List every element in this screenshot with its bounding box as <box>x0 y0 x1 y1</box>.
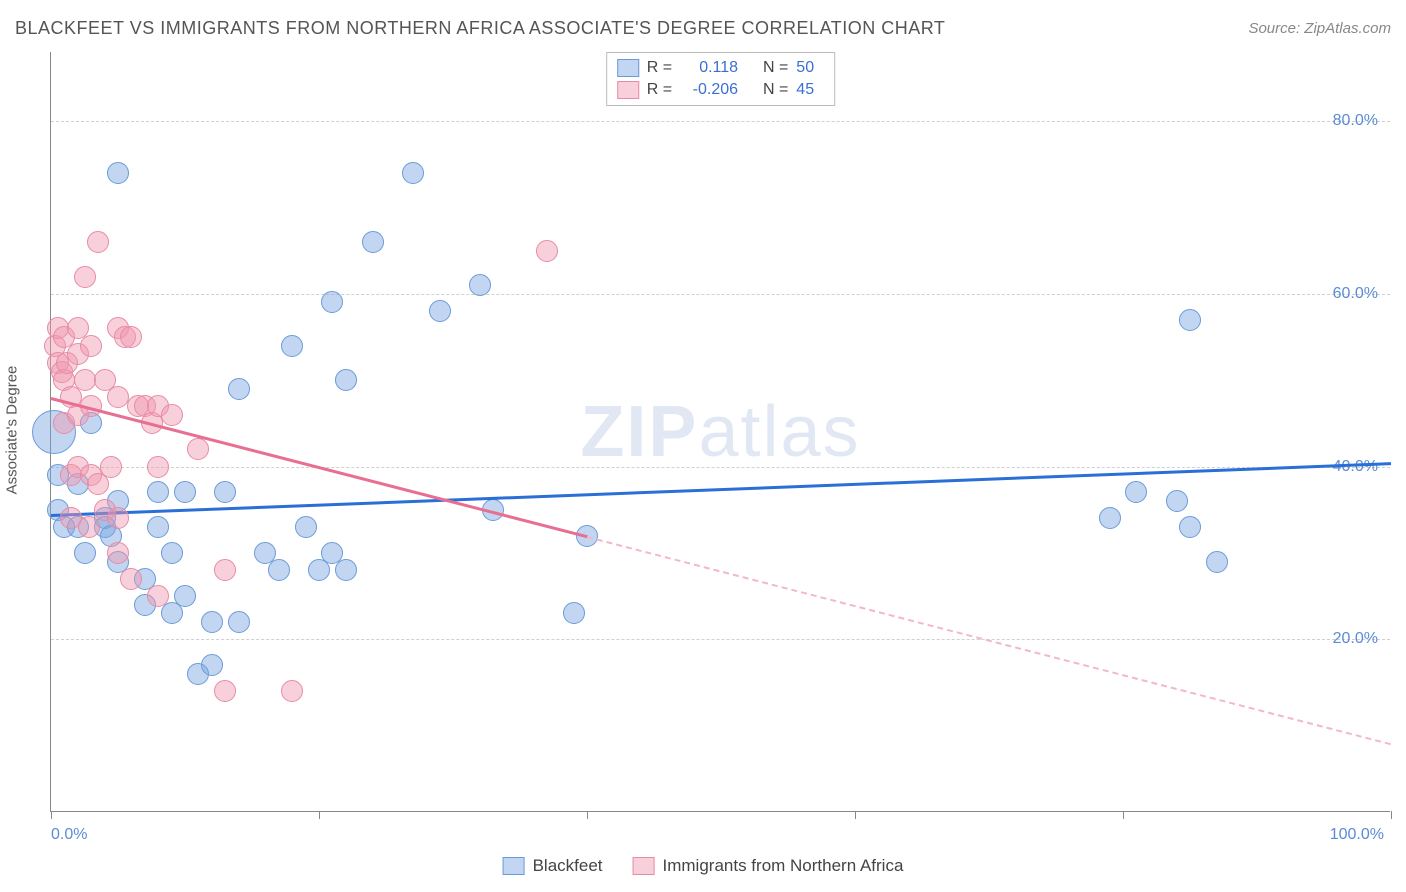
x-tick <box>855 811 856 819</box>
data-point <box>1179 309 1201 331</box>
watermark-bold: ZIP <box>580 392 698 472</box>
data-point <box>147 585 169 607</box>
data-point <box>214 481 236 503</box>
r-value: 0.118 <box>680 59 738 77</box>
legend-swatch <box>503 857 525 875</box>
data-point <box>563 602 585 624</box>
x-tick-label: 100.0% <box>1330 826 1384 844</box>
stats-legend-row: R = 0.118 N = 50 <box>617 57 825 79</box>
x-tick-label: 0.0% <box>51 826 87 844</box>
x-tick <box>51 811 52 819</box>
data-point <box>187 438 209 460</box>
grid-line <box>51 639 1390 640</box>
data-point <box>281 335 303 357</box>
header: BLACKFEET VS IMMIGRANTS FROM NORTHERN AF… <box>15 18 1391 39</box>
trend-line <box>51 462 1391 517</box>
y-tick-label: 60.0% <box>1333 285 1378 303</box>
legend-label: Blackfeet <box>533 856 603 876</box>
r-label: R = <box>647 81 672 99</box>
y-tick-label: 20.0% <box>1333 630 1378 648</box>
data-point <box>429 300 451 322</box>
data-point <box>161 404 183 426</box>
legend-swatch <box>617 81 639 99</box>
legend-item: Immigrants from Northern Africa <box>633 856 904 876</box>
legend-swatch <box>633 857 655 875</box>
r-value: -0.206 <box>680 81 738 99</box>
data-point <box>1206 551 1228 573</box>
data-point <box>107 542 129 564</box>
data-point <box>402 162 424 184</box>
data-point <box>78 516 100 538</box>
stats-legend-row: R = -0.206 N = 45 <box>617 79 825 101</box>
data-point <box>321 291 343 313</box>
data-point <box>268 559 290 581</box>
data-point <box>161 542 183 564</box>
data-point <box>174 481 196 503</box>
trend-line <box>51 398 588 539</box>
data-point <box>214 680 236 702</box>
legend-swatch <box>617 59 639 77</box>
grid-line <box>51 121 1390 122</box>
data-point <box>469 274 491 296</box>
grid-line <box>51 467 1390 468</box>
data-point <box>87 231 109 253</box>
data-point <box>174 585 196 607</box>
data-point <box>228 378 250 400</box>
plot-area: ZIPatlas R = 0.118 N = 50 R = -0.206 N = 45… <box>50 52 1390 812</box>
chart-title: BLACKFEET VS IMMIGRANTS FROM NORTHERN AF… <box>15 18 945 39</box>
x-tick <box>1123 811 1124 819</box>
data-point <box>107 507 129 529</box>
watermark-rest: atlas <box>698 392 860 472</box>
y-tick-label: 80.0% <box>1333 112 1378 130</box>
data-point <box>1099 507 1121 529</box>
x-tick <box>1391 811 1392 819</box>
data-point <box>362 231 384 253</box>
n-value: 50 <box>796 59 824 77</box>
n-label: N = <box>763 81 788 99</box>
data-point <box>147 481 169 503</box>
data-point <box>1125 481 1147 503</box>
data-point <box>335 559 357 581</box>
bottom-legend: Blackfeet Immigrants from Northern Africa <box>503 856 904 876</box>
n-label: N = <box>763 59 788 77</box>
stats-legend: R = 0.118 N = 50 R = -0.206 N = 45 <box>606 52 836 106</box>
data-point <box>214 559 236 581</box>
data-point <box>74 542 96 564</box>
data-point <box>281 680 303 702</box>
data-point <box>147 456 169 478</box>
data-point <box>107 162 129 184</box>
data-point <box>107 386 129 408</box>
data-point <box>74 369 96 391</box>
data-point <box>120 326 142 348</box>
data-point <box>80 335 102 357</box>
x-tick <box>587 811 588 819</box>
legend-item: Blackfeet <box>503 856 603 876</box>
data-point <box>74 266 96 288</box>
data-point <box>1166 490 1188 512</box>
n-value: 45 <box>796 81 824 99</box>
r-label: R = <box>647 59 672 77</box>
data-point <box>147 516 169 538</box>
data-point <box>201 611 223 633</box>
data-point <box>295 516 317 538</box>
data-point <box>335 369 357 391</box>
data-point <box>228 611 250 633</box>
legend-label: Immigrants from Northern Africa <box>663 856 904 876</box>
watermark: ZIPatlas <box>580 391 860 473</box>
grid-line <box>51 294 1390 295</box>
y-axis-label: Associate's Degree <box>4 366 21 495</box>
data-point <box>1179 516 1201 538</box>
data-point <box>536 240 558 262</box>
source-attribution: Source: ZipAtlas.com <box>1248 20 1391 37</box>
data-point <box>201 654 223 676</box>
data-point <box>100 456 122 478</box>
data-point <box>120 568 142 590</box>
x-tick <box>319 811 320 819</box>
